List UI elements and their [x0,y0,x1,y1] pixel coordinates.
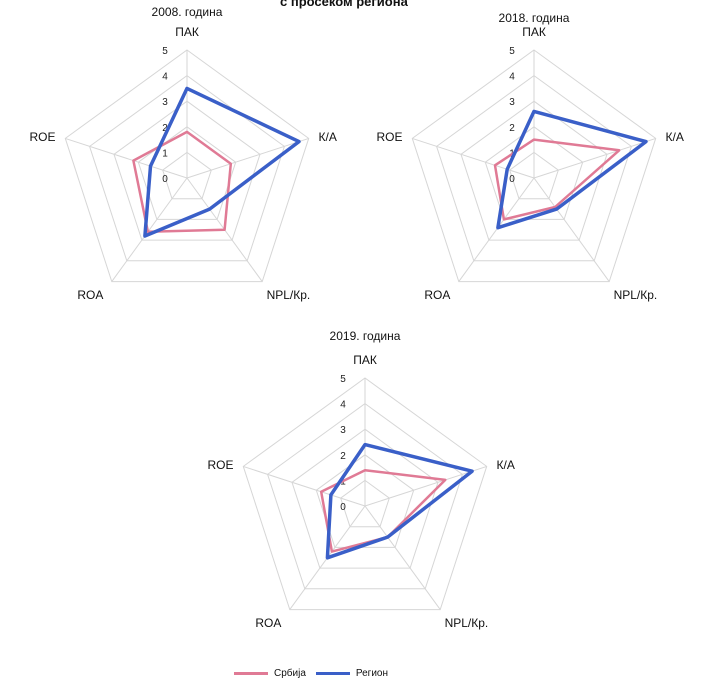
grid-ring [162,151,212,200]
grid-ring [315,454,415,548]
grid-spoke [533,177,610,282]
grid-spoke [458,177,535,282]
axis-label: ROE [29,130,55,144]
tick-label: 0 [162,174,168,185]
tick-label: 1 [162,148,168,159]
grid-spoke [111,177,188,282]
grid-ring [64,49,310,283]
axis-label: ПАК [522,25,546,39]
grid-ring [291,428,439,569]
series-line-serbia [493,138,621,221]
chart-title-2019: 2019. година [330,329,401,343]
tick-label: 5 [509,46,515,57]
grid-ring [267,402,463,590]
legend-label-region: Регион [355,668,388,679]
axis-label: NPL/Кр. [267,288,311,302]
grid-spoke [243,465,366,507]
series-line-serbia [132,130,233,234]
grid-ring [509,151,559,200]
figure-title-fragment: с просеком региона [280,0,408,9]
radar-chart-2008: 2008. година 0 1 2 3 4 5 ПАК К/А NPL/Кр. ROA ROE [29,5,337,302]
axis-label: NPL/Кр. [614,288,658,302]
grid-ring [484,126,584,220]
grid-ring [242,377,488,611]
legend-item-serbia: Србија [234,668,306,679]
tick-label: 2 [162,123,168,134]
axis-label: К/А [666,130,684,144]
grid-ring [113,100,261,241]
axis-label: ROA [255,616,281,630]
grid-spoke [364,465,487,507]
tick-label: 0 [340,502,346,513]
grid-ring [340,479,390,528]
grid-ring [411,49,657,283]
tick-label: 3 [162,97,168,108]
tick-label: 4 [162,72,168,83]
axis-label: NPL/Кр. [445,616,489,630]
series-line-region [496,109,648,230]
legend-label-serbia: Србија [274,668,306,679]
chart-title-2018: 2018. година [499,11,570,25]
axis-label: ROA [77,288,103,302]
tick-label: 4 [509,72,515,83]
grid-spoke [364,505,441,610]
legend-swatch-serbia [234,672,268,675]
axis-label: К/А [497,458,515,472]
tick-label: 3 [340,425,346,436]
tick-label: 0 [509,174,515,185]
grid-ring [460,100,608,241]
axis-label: ROA [424,288,450,302]
grid-spoke [65,137,188,179]
tick-label: 2 [509,123,515,134]
series-line-region [325,442,474,560]
axis-label: К/А [319,130,337,144]
series-line-serbia [319,468,447,553]
tick-label: 5 [340,374,346,385]
axis-label: ПАК [353,353,377,367]
grid-spoke [186,137,309,179]
legend: Србија Регион [234,668,388,679]
axis-label: ROE [376,130,402,144]
tick-label: 2 [340,451,346,462]
tick-label: 4 [340,400,346,411]
grid-spoke [412,137,535,179]
chart-title-2008: 2008. година [152,5,223,19]
grid-ring [89,74,285,262]
axis-label: ROE [207,458,233,472]
tick-label: 5 [162,46,168,57]
legend-swatch-region [315,672,350,675]
axis-label: ПАК [175,25,199,39]
legend-item-region: Регион [315,668,388,679]
grid-spoke [533,137,656,179]
series-line-region [143,86,301,238]
tick-label: 3 [509,97,515,108]
